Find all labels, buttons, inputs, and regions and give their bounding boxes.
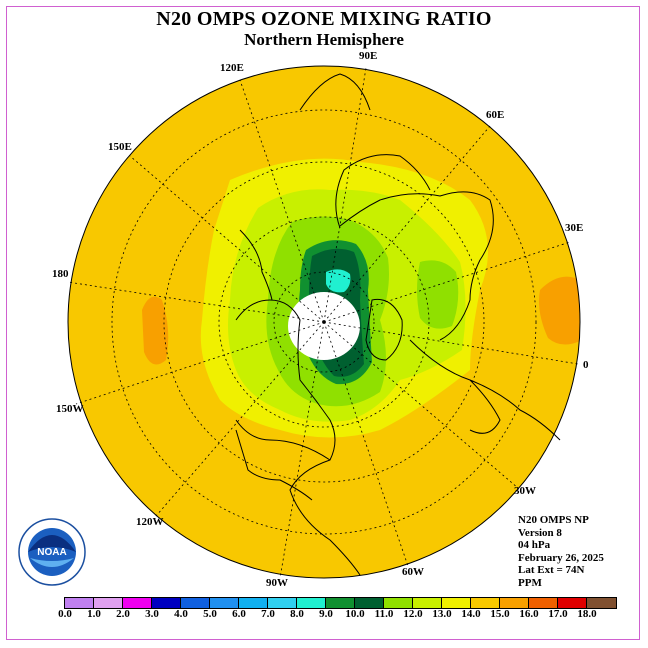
info-pressure: 04 hPa — [518, 539, 551, 552]
color-scale-swatch — [529, 598, 558, 608]
color-scale-swatch — [413, 598, 442, 608]
lon-label-120w: 120W — [136, 516, 164, 528]
color-scale-swatch — [152, 598, 181, 608]
color-scale-tick-label: 9.0 — [319, 608, 333, 620]
color-scale-swatch — [355, 598, 384, 608]
color-scale-tick-label: 17.0 — [548, 608, 568, 620]
polar-no-data — [288, 292, 360, 360]
color-scale-swatch — [210, 598, 239, 608]
ozone-contour-8 — [326, 269, 351, 293]
color-scale-tick-label: 18.0 — [577, 608, 597, 620]
color-scale-tick-label: 10.0 — [345, 608, 365, 620]
meridians — [67, 67, 579, 579]
noaa-logo: NOAA — [18, 518, 86, 586]
lon-label-0: 0 — [583, 359, 589, 371]
color-scale-tick-label: 8.0 — [290, 608, 304, 620]
map-title: N20 OMPS OZONE MIXING RATIO — [156, 8, 492, 30]
ozone-contour-14-15-west — [142, 296, 169, 365]
ozone-contour-14-15-east — [539, 276, 580, 345]
color-scale-tick-label: 16.0 — [519, 608, 539, 620]
color-scale-tick-label: 13.0 — [432, 608, 452, 620]
color-scale-tick-label: 6.0 — [232, 608, 246, 620]
lon-label-30w: 30W — [514, 485, 536, 497]
color-scale-swatch — [239, 598, 268, 608]
lon-label-60e: 60E — [486, 109, 505, 121]
info-units: PPM — [518, 576, 542, 589]
color-scale-tick-label: 7.0 — [261, 608, 275, 620]
color-scale-swatch — [123, 598, 152, 608]
color-scale-tick-label: 5.0 — [203, 608, 217, 620]
color-scale-swatch — [268, 598, 297, 608]
color-scale-swatch — [326, 598, 355, 608]
color-scale-tick-label: 14.0 — [461, 608, 481, 620]
figure-frame — [6, 6, 640, 640]
color-scale-tick-label: 1.0 — [87, 608, 101, 620]
color-scale-swatch — [297, 598, 326, 608]
info-version: Version 8 — [518, 526, 562, 539]
color-scale-swatch — [65, 598, 94, 608]
color-scale-tick-label: 0.0 — [58, 608, 72, 620]
info-lat-extent: Lat Ext = 74N — [518, 564, 585, 577]
info-product: N20 OMPS NP — [518, 514, 589, 526]
color-scale-swatch — [471, 598, 500, 608]
lon-label-150w: 150W — [56, 403, 84, 415]
map-boundary — [67, 65, 581, 579]
lon-label-120e: 120E — [220, 62, 244, 74]
map-subtitle: Northern Hemisphere — [244, 30, 404, 49]
ozone-contour-11-12-east — [417, 260, 459, 329]
lon-label-150e: 150E — [108, 141, 132, 153]
noaa-logo-text: NOAA — [37, 547, 66, 558]
color-scale-swatch — [94, 598, 123, 608]
lon-label-90e: 90E — [359, 50, 378, 62]
color-scale-swatch — [500, 598, 529, 608]
color-scale-swatch — [442, 598, 471, 608]
color-scale-tick-label: 11.0 — [374, 608, 394, 620]
color-scale-swatch — [558, 598, 587, 608]
info-date: February 26, 2025 — [518, 551, 604, 564]
color-scale-tick-label: 4.0 — [174, 608, 188, 620]
color-scale-tick-label: 12.0 — [403, 608, 423, 620]
color-scale-swatch — [587, 598, 616, 608]
color-scale-tick-label: 3.0 — [145, 608, 159, 620]
product-info: N20 OMPS NP Version 8 04 hPa February 26… — [518, 514, 604, 590]
lon-label-180: 180 — [52, 268, 69, 280]
coastlines — [235, 73, 561, 576]
lon-label-90w: 90W — [266, 577, 288, 589]
lon-label-30e: 30E — [565, 222, 584, 234]
color-scale-tick-label: 2.0 — [116, 608, 130, 620]
color-scale-swatch — [181, 598, 210, 608]
latitude-circles — [111, 109, 537, 535]
color-scale-swatch — [384, 598, 413, 608]
color-scale-bar — [64, 597, 617, 609]
color-scale-tick-label: 15.0 — [490, 608, 510, 620]
lon-label-60w: 60W — [402, 566, 424, 578]
